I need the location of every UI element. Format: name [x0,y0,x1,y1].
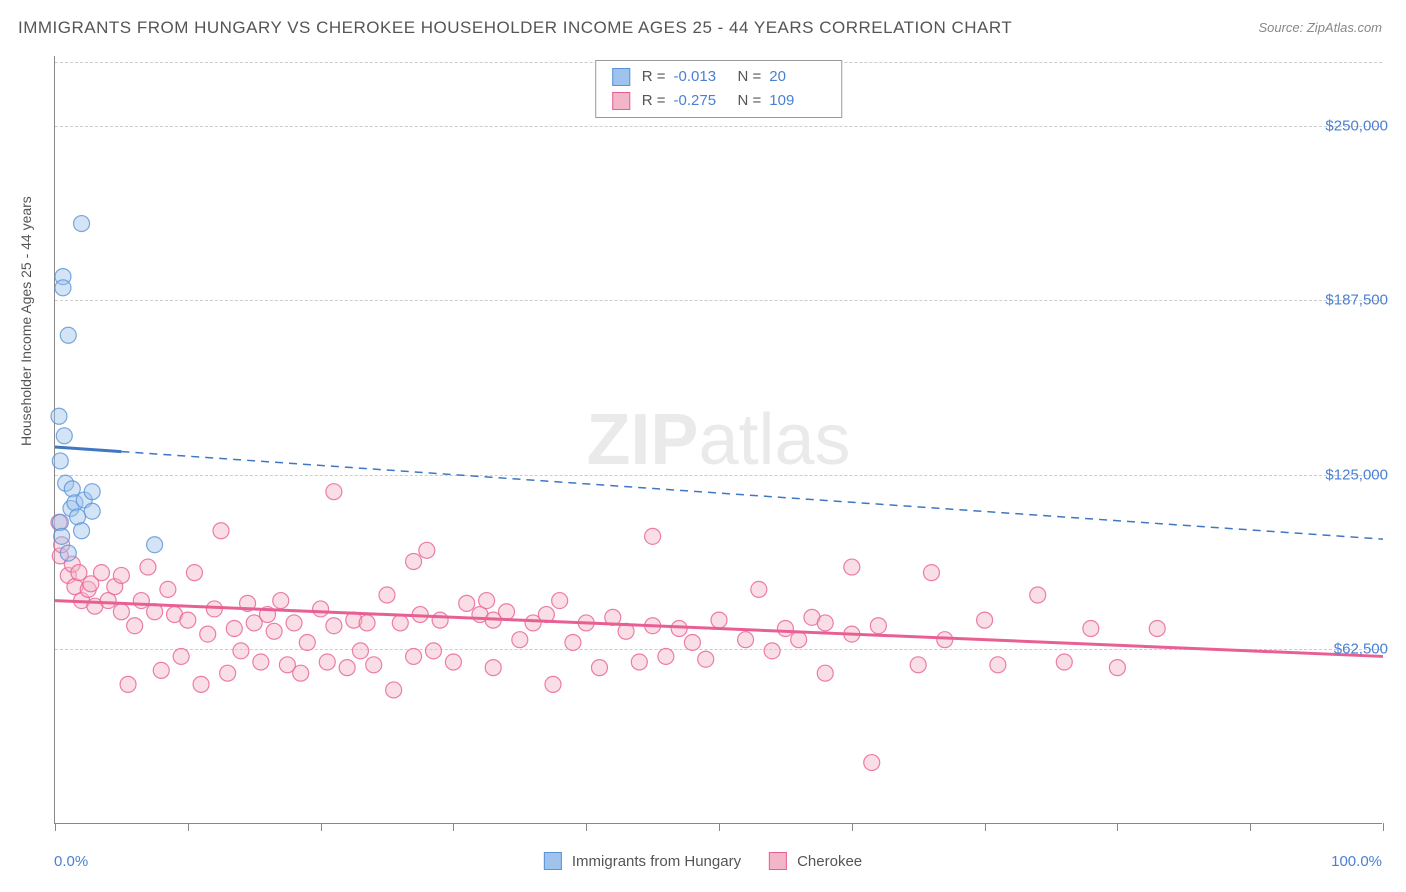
source-attribution: Source: ZipAtlas.com [1258,20,1382,35]
stat-r-label: R = [642,65,666,89]
stat-n-label: N = [738,89,762,113]
y-tick-label: $250,000 [1325,117,1388,134]
x-axis-max-label: 100.0% [1331,853,1382,870]
swatch-series2 [612,92,630,110]
stat-n-label: N = [738,65,762,89]
stats-legend-box: R = -0.013 N = 20 R = -0.275 N = 109 [595,60,843,118]
stat-r-value-1: -0.013 [674,65,730,89]
swatch-series1 [612,68,630,86]
legend-label-1: Immigrants from Hungary [572,853,741,870]
legend-item-2: Cherokee [769,852,862,870]
stats-row-series2: R = -0.275 N = 109 [612,89,826,113]
plot-area: ZIPatlas R = -0.013 N = 20 R = -0.275 N … [54,56,1382,824]
y-axis-label: Householder Income Ages 25 - 44 years [18,196,34,446]
stat-n-value-2: 109 [769,89,825,113]
chart-title: IMMIGRANTS FROM HUNGARY VS CHEROKEE HOUS… [18,18,1012,38]
stat-r-value-2: -0.275 [674,89,730,113]
legend-swatch-1 [544,852,562,870]
legend-item-1: Immigrants from Hungary [544,852,741,870]
y-tick-label: $62,500 [1334,641,1388,658]
stats-row-series1: R = -0.013 N = 20 [612,65,826,89]
legend-swatch-2 [769,852,787,870]
x-axis-min-label: 0.0% [54,853,88,870]
legend-label-2: Cherokee [797,853,862,870]
chart-svg [55,56,1382,823]
stat-r-label: R = [642,89,666,113]
stat-n-value-1: 20 [769,65,825,89]
bottom-legend: Immigrants from Hungary Cherokee [544,852,862,870]
y-tick-label: $187,500 [1325,292,1388,309]
y-tick-label: $125,000 [1325,466,1388,483]
